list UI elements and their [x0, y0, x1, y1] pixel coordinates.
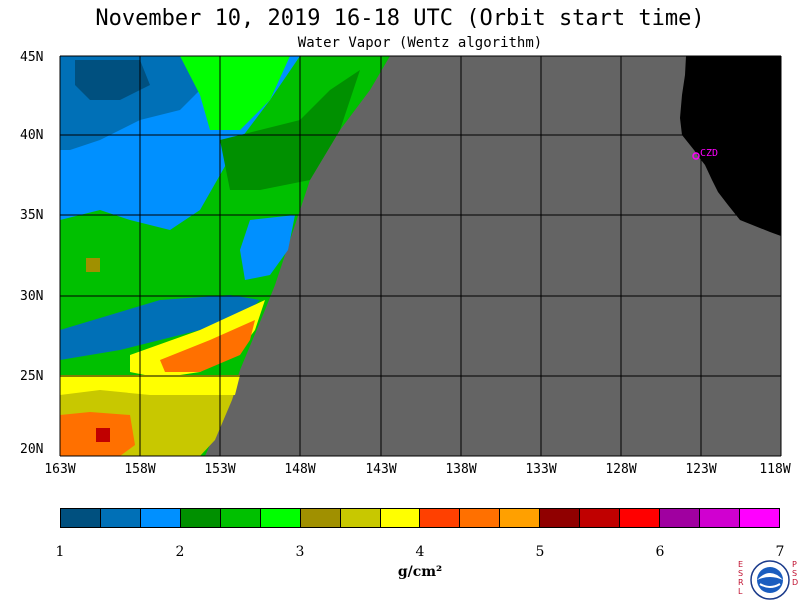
- colorbar-unit: g/cm²: [397, 564, 443, 580]
- colorbar-swatch: [700, 509, 740, 527]
- colorbar-swatch: [180, 509, 221, 527]
- vapor-field-yellow-south: [60, 375, 240, 395]
- colorbar-tick-label: 1: [55, 544, 65, 560]
- vapor-field-mid-green: [220, 70, 360, 190]
- colorbar-swatch: [460, 509, 501, 527]
- colorbar-tick-label: 5: [535, 544, 545, 560]
- colorbar-swatch: [739, 509, 779, 527]
- vapor-field-red-patch: [96, 428, 110, 442]
- page-subtitle: Water Vapor (Wentz algorithm): [297, 35, 543, 51]
- lon-label-128w: 128W: [605, 462, 637, 477]
- colorbar-swatch: [61, 509, 101, 527]
- noaa-logo: [750, 560, 790, 600]
- lat-label-45n: 45N: [20, 50, 44, 65]
- colorbar-swatch: [500, 509, 541, 527]
- colorbar-swatch: [260, 509, 301, 527]
- colorbar-tick-label: 6: [655, 544, 665, 560]
- lon-label-158w: 158W: [124, 462, 156, 477]
- lon-label-143w: 143W: [365, 462, 397, 477]
- vapor-field-navy: [75, 60, 150, 100]
- colorbar-swatch: [100, 509, 141, 527]
- lat-label-30n: 30N: [20, 289, 44, 304]
- colorbar-swatch: [620, 509, 661, 527]
- lon-label-148w: 148W: [284, 462, 316, 477]
- vapor-field-blue-east: [240, 215, 295, 280]
- colorbar-swatch: [300, 509, 341, 527]
- colorbar-swatch: [540, 509, 581, 527]
- vapor-field-blue-band: [60, 295, 260, 360]
- lon-label-133w: 133W: [525, 462, 557, 477]
- lon-label-138w: 138W: [445, 462, 477, 477]
- lon-label-118w: 118W: [759, 462, 791, 477]
- colorbar-swatch: [340, 509, 381, 527]
- colorbar-swatch: [140, 509, 181, 527]
- lat-label-35n: 35N: [20, 208, 44, 223]
- vapor-field-brown-patch: [86, 258, 100, 272]
- lon-label-163w: 163W: [44, 462, 76, 477]
- station-label: CZD: [700, 148, 718, 159]
- colorbar-tick-label: 2: [175, 544, 185, 560]
- colorbar: [60, 508, 780, 528]
- map-field: [60, 56, 781, 456]
- colorbar-tick-label: 7: [775, 544, 785, 560]
- vapor-field-bright-green: [180, 56, 290, 130]
- colorbar-swatch: [660, 509, 700, 527]
- lon-label-123w: 123W: [685, 462, 717, 477]
- colorbar-swatch: [220, 509, 261, 527]
- vapor-field-orange-band: [160, 320, 255, 372]
- lon-label-153w: 153W: [204, 462, 236, 477]
- land-mass: [680, 56, 781, 236]
- page-title: November 10, 2019 16-18 UTC (Orbit start…: [95, 6, 705, 31]
- colorbar-swatch: [380, 509, 421, 527]
- map-grid: [59, 55, 782, 457]
- colorbar-swatch: [420, 509, 461, 527]
- station-marker: [692, 152, 700, 160]
- colorbar-swatch: [580, 509, 621, 527]
- colorbar-tick-label: 4: [415, 544, 425, 560]
- lat-label-25n: 25N: [20, 369, 44, 384]
- lat-label-40n: 40N: [20, 128, 44, 143]
- water-vapor-map: CZD: [59, 55, 782, 457]
- colorbar-tick-label: 3: [295, 544, 305, 560]
- lat-label-20n: 20N: [20, 442, 44, 457]
